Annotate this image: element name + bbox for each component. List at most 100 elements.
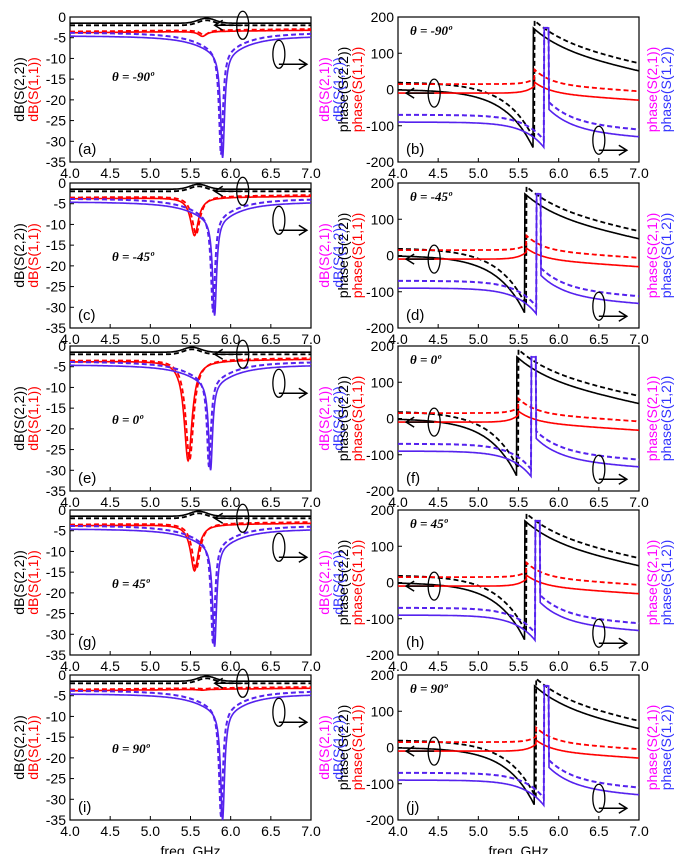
x-tick-label: 6.0 <box>221 494 241 510</box>
theta-annotation: θ = -90º <box>112 69 155 84</box>
theta-annotation: θ = 90º <box>410 681 449 696</box>
x-tick-label: 6.5 <box>261 165 281 181</box>
series-dB-S11-dashed <box>70 686 311 691</box>
curve-indicator-ellipse <box>592 125 606 155</box>
y-axis-label-s12: dB(S(1,2)) <box>330 57 346 122</box>
y-tick-label: -100 <box>366 611 394 627</box>
x-tick-label: 4.5 <box>100 823 120 839</box>
x-tick-label: 5.0 <box>141 331 161 347</box>
curve-indicator-ellipse <box>272 205 286 235</box>
y-tick-label: -25 <box>46 771 66 787</box>
x-tick-label: 5.5 <box>509 658 529 674</box>
series-phase-S11-dashed <box>398 725 640 751</box>
x-tick-label: 5.5 <box>509 331 529 347</box>
x-tick-label: 7.0 <box>629 331 649 347</box>
x-tick-label: 5.0 <box>469 165 489 181</box>
series-dB-S12 <box>70 528 311 647</box>
x-tick-label: 6.0 <box>221 823 241 839</box>
y-axis-label-s21: phase(S(2,1)) <box>644 376 660 462</box>
y-tick-label: -30 <box>46 133 66 149</box>
y-tick-label: 200 <box>371 667 395 683</box>
y-tick-label: 200 <box>371 175 395 191</box>
y-tick-label: -30 <box>46 299 66 315</box>
curve-indicator-ellipse <box>272 368 286 398</box>
y-tick-label: 100 <box>371 538 395 554</box>
x-tick-label: 4.5 <box>100 331 120 347</box>
series-dB-S22 <box>70 183 311 190</box>
panel-label: (j) <box>406 799 419 816</box>
y-axis-label-s21: phase(S(2,1)) <box>644 705 660 791</box>
theta-annotation: θ = 0º <box>410 352 442 367</box>
theta-annotation: θ = -45º <box>410 189 453 204</box>
panel-i: 0 -5 -10 -15 -20 -25 -30 -354.0 4.5 5.0 5.5 6.0 6.5 7… <box>11 667 346 854</box>
panel-label: (f) <box>406 470 420 487</box>
y-axis-label-s21: dB(S(2,1)) <box>316 386 332 451</box>
series-phase-S21-dashed <box>398 519 640 636</box>
y-tick-label: 0 <box>386 248 394 264</box>
x-tick-label: 7.0 <box>629 823 649 839</box>
x-tick-label: 5.0 <box>469 494 489 510</box>
x-tick-label: 5.0 <box>469 823 489 839</box>
x-tick-label: 4.0 <box>388 165 408 181</box>
x-tick-label: 5.5 <box>509 823 529 839</box>
x-tick-label: 4.0 <box>388 823 408 839</box>
y-tick-label: 0 <box>386 82 394 98</box>
x-tick-label: 6.5 <box>261 494 281 510</box>
curve-indicator-arrow <box>213 677 243 689</box>
series-dB-S21-dashed <box>70 198 312 313</box>
series-dB-S11-dashed <box>70 357 311 462</box>
y-axis-label-s21: dB(S(2,1)) <box>316 57 332 122</box>
y-tick-label: 0 <box>58 9 66 25</box>
curve-indicator-ellipse <box>272 532 286 562</box>
curve-indicator-arrow <box>404 253 435 265</box>
x-tick-label: 4.5 <box>100 165 120 181</box>
series-dB-S11-dashed <box>70 28 311 36</box>
x-axis-label: freq, GHz <box>489 843 549 854</box>
y-tick-label: 200 <box>371 338 395 354</box>
x-axis-label: freq, GHz <box>161 843 221 854</box>
y-tick-label: -5 <box>54 688 67 704</box>
y-tick-label: 100 <box>371 45 395 61</box>
series-dB-S21-dashed <box>70 361 312 468</box>
y-tick-label: -15 <box>46 237 66 253</box>
curve-indicator-arrow <box>213 185 243 197</box>
series-dB-S12 <box>70 693 312 821</box>
y-tick-label: 0 <box>386 411 394 427</box>
y-tick-label: -15 <box>46 71 66 87</box>
y-tick-label: 0 <box>58 175 66 191</box>
panel-label: (a) <box>78 141 96 158</box>
x-tick-label: 6.0 <box>221 658 241 674</box>
x-tick-label: 4.0 <box>388 658 408 674</box>
y-tick-label: 0 <box>58 667 66 683</box>
y-tick-label: -5 <box>54 196 67 212</box>
series-dB-S22-dashed <box>70 348 311 356</box>
x-tick-label: 5.0 <box>469 331 489 347</box>
y-tick-label: -100 <box>366 118 394 134</box>
x-tick-label: 4.0 <box>388 331 408 347</box>
panel-c: 0 -5 -10 -15 -20 -25 -30 -354.0 4.5 5.0 5.5 6.0 6.5 7… <box>11 175 346 347</box>
theta-annotation: θ = -90º <box>410 23 453 38</box>
x-tick-label: 6.0 <box>549 658 569 674</box>
x-tick-label: 6.0 <box>221 165 241 181</box>
x-tick-label: 7.0 <box>629 658 649 674</box>
series-dB-S12 <box>70 201 311 316</box>
panel-label: (g) <box>78 634 96 651</box>
series-phase-S21-dashed <box>398 355 639 472</box>
x-tick-label: 7.0 <box>301 658 321 674</box>
panel-g: 0 -5 -10 -15 -20 -25 -30 -354.0 4.5 5.0 5.5 6.0 6.5 7… <box>11 502 346 674</box>
y-tick-label: -20 <box>46 750 66 766</box>
series-dB-S22 <box>70 675 311 683</box>
series-phase-S11 <box>398 247 639 268</box>
y-axis-label-s12: dB(S(1,2)) <box>330 715 346 780</box>
series-dB-S22-dashed <box>70 19 311 27</box>
y-axis-label-s21: dB(S(2,1)) <box>316 223 332 288</box>
x-tick-label: 5.5 <box>181 823 201 839</box>
y-tick-label: -20 <box>46 92 66 108</box>
curve-indicator-arrow <box>404 416 435 428</box>
panel-e: 0 -5 -10 -15 -20 -25 -30 -354.0 4.5 5.0 5.5 6.0 6.5 7… <box>11 338 346 510</box>
y-axis-label-s11: dB(S(1,1)) <box>25 715 41 780</box>
x-tick-label: 4.5 <box>428 658 448 674</box>
x-tick-label: 4.0 <box>60 165 80 181</box>
y-tick-label: -25 <box>46 606 66 622</box>
